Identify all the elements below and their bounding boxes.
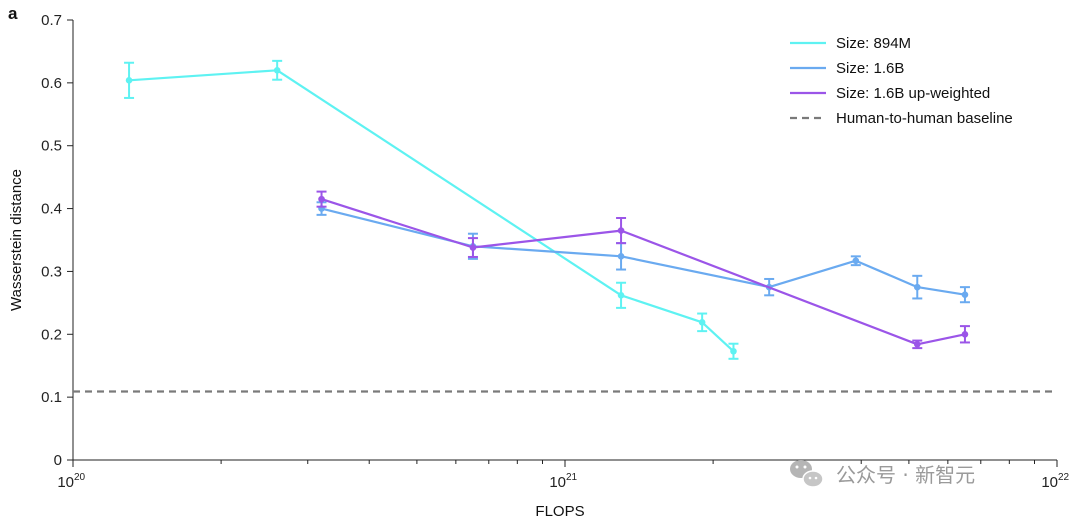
x-tick-label-exponent: 22 xyxy=(1058,472,1070,483)
series-line xyxy=(321,198,966,346)
x-tick-label: 10 22 xyxy=(1041,472,1069,491)
legend-label: Human-to-human baseline xyxy=(836,110,1013,127)
y-axis-title: Wasserstein distance xyxy=(8,169,25,311)
legend-label: Size: 894M xyxy=(836,35,911,52)
x-tick-label-base: 10 xyxy=(1041,474,1058,491)
y-tick-label: 0.6 xyxy=(41,75,62,92)
series-line xyxy=(129,69,735,353)
x-tick-label-base: 10 xyxy=(57,474,74,491)
x-axis-title: FLOPS xyxy=(535,503,584,519)
y-tick-label: 0.1 xyxy=(41,389,62,406)
data-point xyxy=(913,341,921,348)
x-tick-label: 10 21 xyxy=(549,472,577,491)
legend-label: Size: 1.6B up-weighted xyxy=(836,85,990,102)
watermark-text: 公众号 · 新智元 xyxy=(836,463,975,487)
x-axis: 10 20 10 21 10 22 xyxy=(57,459,1070,491)
data-point xyxy=(698,319,706,326)
y-tick-label: 0 xyxy=(54,452,62,469)
y-tick-label: 0.5 xyxy=(41,138,62,155)
legend-item: Size: 1.6B up-weighted xyxy=(790,85,990,102)
data-point xyxy=(617,227,625,234)
y-tick-label: 0.4 xyxy=(41,201,62,218)
data-point xyxy=(730,347,737,355)
data-point xyxy=(852,257,860,265)
series-2 xyxy=(316,201,970,304)
series-layer xyxy=(124,59,970,360)
x-tick-label-exponent: 20 xyxy=(74,472,86,483)
x-tick-label: 10 20 xyxy=(57,472,85,491)
data-point xyxy=(617,292,625,299)
data-point xyxy=(961,291,969,298)
series-3 xyxy=(316,190,970,350)
wechat-icon xyxy=(790,460,824,488)
legend-item: Size: 894M xyxy=(790,35,911,52)
panel-label: a xyxy=(8,4,18,23)
legend: Size: 894M Size: 1.6B Size: 1.6B up-weight… xyxy=(790,35,1013,127)
legend-label: Size: 1.6B xyxy=(836,60,904,77)
data-point xyxy=(318,195,325,203)
data-point xyxy=(913,283,921,291)
legend-item: Size: 1.6B xyxy=(790,60,904,77)
series-1 xyxy=(124,59,739,360)
y-axis: 0 0.1 0.2 0.3 0.4 0.5 0.6 0.7 xyxy=(41,12,74,469)
watermark: 公众号 · 新智元 xyxy=(790,460,975,488)
data-point xyxy=(273,66,281,74)
data-point xyxy=(961,330,969,338)
y-tick-label: 0.3 xyxy=(41,263,62,280)
x-tick-label-base: 10 xyxy=(549,474,566,491)
y-tick-label: 0.7 xyxy=(41,12,62,29)
x-tick-label-exponent: 21 xyxy=(566,472,578,483)
legend-item: Human-to-human baseline xyxy=(790,110,1013,127)
series-line xyxy=(321,207,966,296)
data-point xyxy=(469,244,477,251)
data-point xyxy=(125,77,133,84)
y-tick-label: 0.2 xyxy=(41,326,62,343)
data-point xyxy=(617,253,625,260)
